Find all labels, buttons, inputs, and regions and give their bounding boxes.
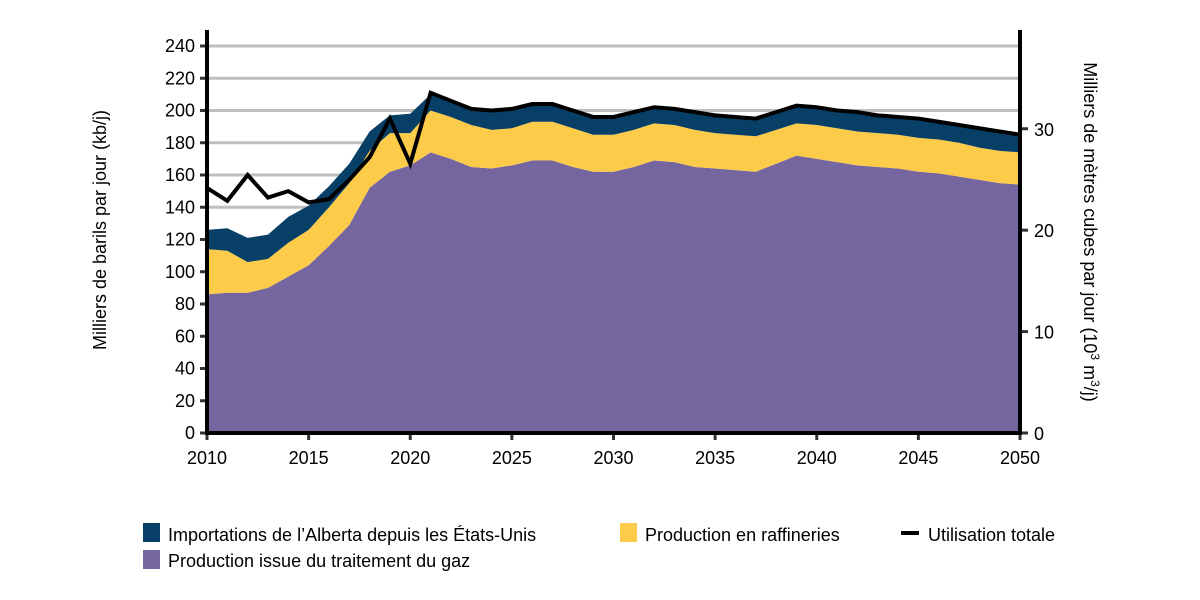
area-importations-de-l-alberta-depuis-les-tats-unis [207,94,1020,263]
y-tick-label: 220 [165,68,195,88]
legend-swatch-gas [143,550,160,569]
legend-item-refinery: Production en raffineries [620,523,840,545]
y2-axis-label: Milliers de mètres cubes par jour (103 m… [1080,62,1102,402]
x-tick-label: 2015 [289,448,329,468]
y-tick-label: 80 [175,294,195,314]
legend-swatch-refinery [620,523,637,542]
x-tick-label: 2045 [898,448,938,468]
x-tick-label: 2025 [492,448,532,468]
y-tick-label: 240 [165,36,195,56]
x-tick-label: 2020 [390,448,430,468]
legend-label: Utilisation totale [928,525,1055,545]
x-tick-label: 2010 [187,448,227,468]
y-tick-label: 20 [175,391,195,411]
legend-label: Importations de l’Alberta depuis les Éta… [168,525,536,545]
y2-tick-label: 30 [1034,120,1054,140]
legend-item-imports: Importations de l’Alberta depuis les Éta… [143,523,536,545]
y-tick-label: 40 [175,359,195,379]
y-tick-label: 160 [165,165,195,185]
y-tick-label: 100 [165,262,195,282]
x-tick-label: 2050 [1000,448,1040,468]
legend-label: Production issue du traitement du gaz [168,551,470,571]
legend-item-gas: Production issue du traitement du gaz [143,550,470,571]
y-tick-label: 200 [165,101,195,121]
legend-label: Production en raffineries [645,525,840,545]
lines [205,90,1021,205]
y-axis-label: Milliers de barils par jour (kb/j) [90,110,110,350]
legend-item-total: Utilisation totale [901,525,1055,545]
y-tick-label: 140 [165,197,195,217]
y2-tick-label: 10 [1034,323,1054,343]
x-tick-label: 2040 [797,448,837,468]
axes: 0204060801001201401601802002202400102030… [165,30,1054,468]
line-utilisation-totale [205,90,1021,205]
legend: Importations de l’Alberta depuis les Éta… [143,523,1055,571]
areas [207,94,1020,434]
y2-tick-label: 20 [1034,221,1054,241]
legend-swatch-total [901,531,919,535]
y-tick-label: 60 [175,326,195,346]
x-tick-label: 2030 [593,448,633,468]
y-tick-label: 180 [165,133,195,153]
y-tick-label: 120 [165,230,195,250]
y-tick-label: 0 [185,423,195,443]
legend-swatch-imports [143,523,160,542]
x-tick-label: 2035 [695,448,735,468]
area-production-issue-du-traitement-du-gaz [207,152,1020,434]
y2-tick-label: 0 [1034,424,1044,444]
